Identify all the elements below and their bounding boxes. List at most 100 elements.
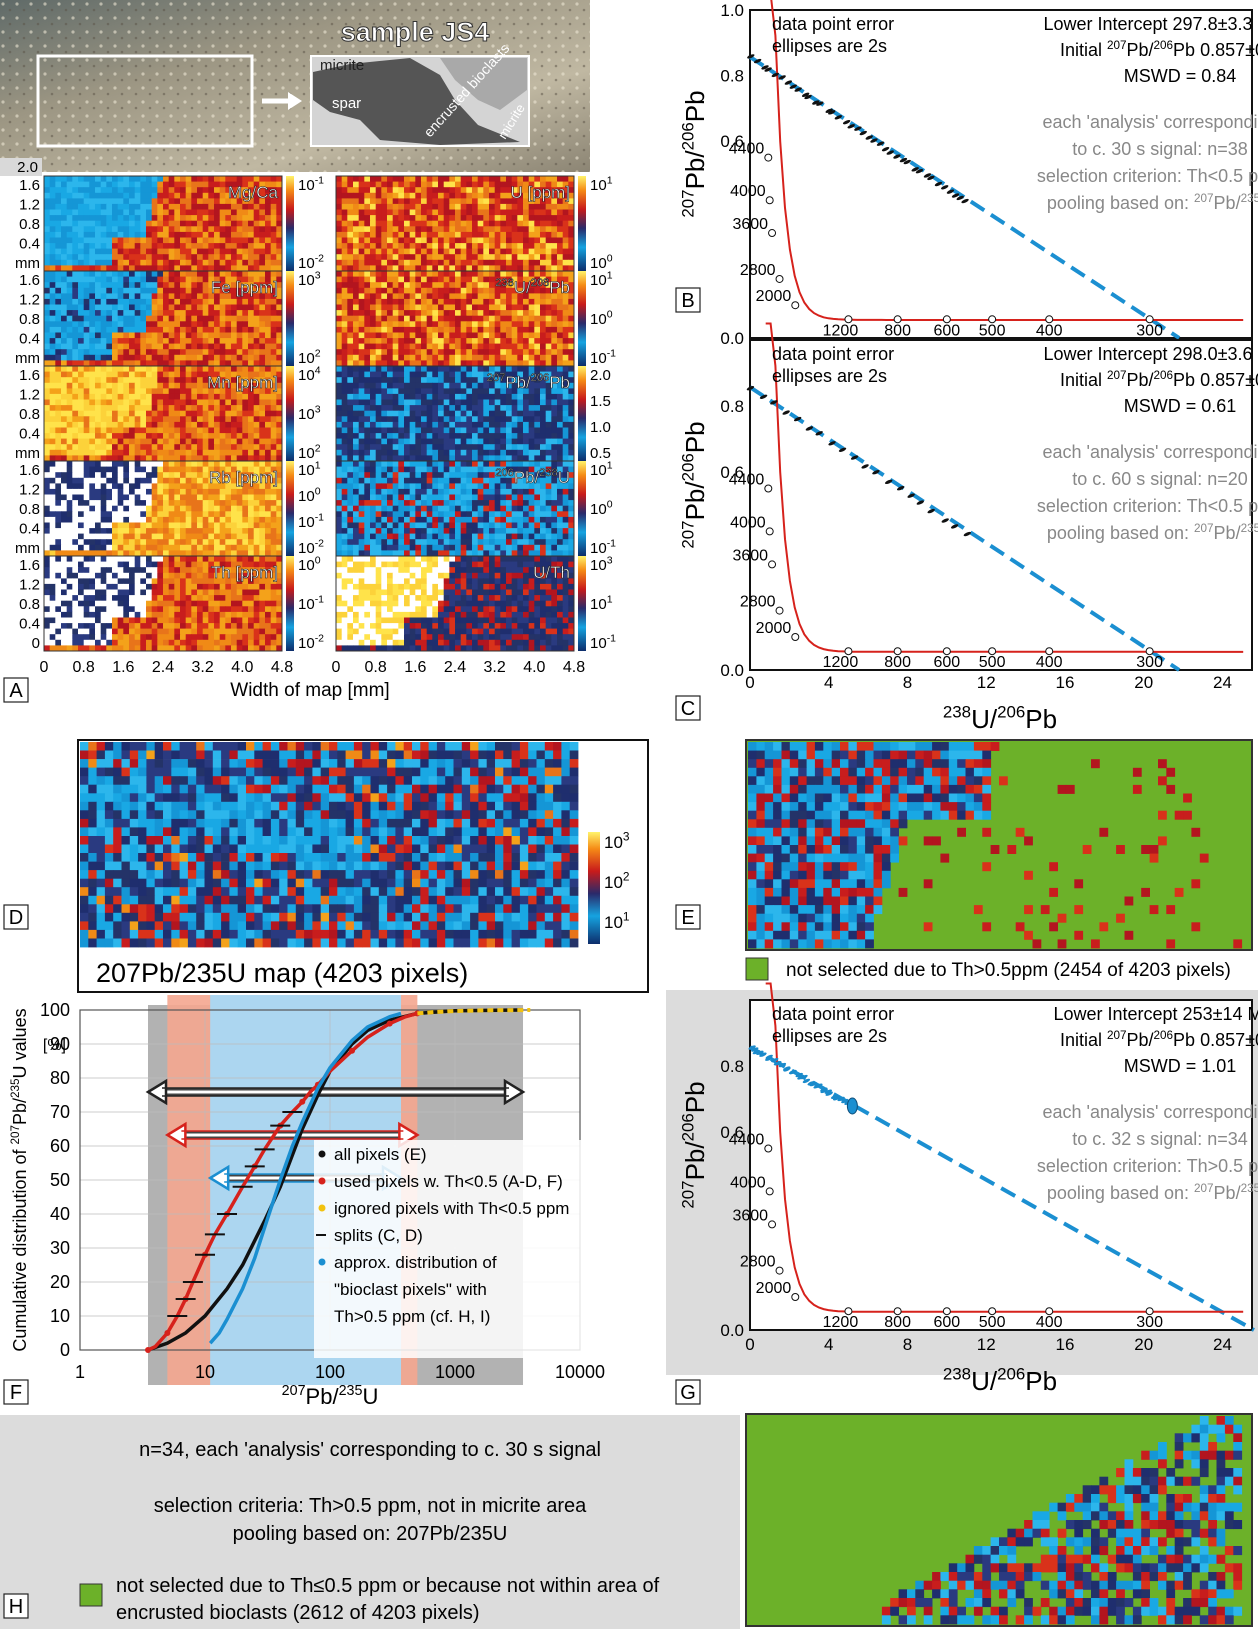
map-pixel <box>129 243 136 250</box>
map-pixel <box>523 259 530 266</box>
map-pixel <box>557 410 564 417</box>
map-pixel <box>100 321 107 328</box>
map-pixel <box>404 215 411 222</box>
map-pixel <box>353 388 360 395</box>
map-pixel <box>270 321 277 328</box>
map-pixel <box>225 488 232 495</box>
map-pixel <box>219 466 226 473</box>
map-pixel <box>236 399 243 406</box>
map-pixel <box>117 433 124 440</box>
map-pixel <box>398 388 405 395</box>
map-pixel <box>191 265 198 272</box>
map-pixel <box>219 438 226 445</box>
map-pixel <box>336 248 343 255</box>
map-pixel <box>55 243 62 250</box>
map-pixel <box>140 522 147 529</box>
map-pixel <box>545 198 552 205</box>
map-pixel <box>66 388 73 395</box>
map-pixel <box>174 310 181 317</box>
map-pixel <box>208 472 215 479</box>
map-pixel <box>540 287 547 294</box>
map-pixel <box>163 477 170 484</box>
map-pixel <box>100 248 107 255</box>
map-pixel <box>500 298 507 305</box>
map-pixel <box>265 293 272 300</box>
map-pixel <box>494 310 501 317</box>
map-pixel <box>174 421 181 428</box>
map-pixel <box>208 192 215 199</box>
map-pixel <box>534 198 541 205</box>
map-pixel <box>265 500 272 507</box>
map-pixel <box>500 433 507 440</box>
map-pixel <box>191 533 198 540</box>
map-pixel <box>443 388 450 395</box>
map-pixel <box>134 298 141 305</box>
map-pixel <box>449 371 456 378</box>
map-pixel <box>112 539 119 546</box>
map-pixel <box>253 528 260 535</box>
map-pixel <box>477 343 484 350</box>
map-pixel <box>134 433 141 440</box>
map-pixel <box>494 438 501 445</box>
map-pixel <box>347 287 354 294</box>
map-pixel <box>78 528 85 535</box>
map-pixel <box>358 265 365 272</box>
map-pixel <box>95 282 102 289</box>
map-pixel <box>140 366 147 372</box>
map-pixel <box>89 254 96 261</box>
map-pixel <box>248 533 255 540</box>
map-pixel <box>112 461 119 467</box>
map-pixel <box>341 215 348 222</box>
map-pixel <box>265 421 272 428</box>
map-pixel <box>270 354 277 361</box>
map-pixel <box>506 377 513 384</box>
map-pixel <box>500 405 507 412</box>
map-pixel <box>253 187 260 194</box>
map-pixel <box>140 282 147 289</box>
map-pixel <box>44 544 51 551</box>
map-pixel <box>375 259 382 266</box>
map-pixel <box>511 438 518 445</box>
map-pixel <box>146 209 153 216</box>
map-pixel <box>265 315 272 322</box>
map-pixel <box>460 209 467 216</box>
map-pixel <box>140 248 147 255</box>
map-pixel <box>381 371 388 378</box>
map-pixel <box>129 544 136 551</box>
map-pixel <box>151 192 158 199</box>
map-pixel <box>112 388 119 395</box>
map-pixel <box>523 349 530 356</box>
map-pixel <box>449 248 456 255</box>
map-pixel <box>409 343 416 350</box>
map-pixel <box>61 438 68 445</box>
map-pixel <box>336 198 343 205</box>
map-pixel <box>163 332 170 339</box>
map-pixel <box>364 237 371 244</box>
map-pixel <box>392 243 399 250</box>
map-pixel <box>409 243 416 250</box>
map-pixel <box>347 416 354 423</box>
map-pixel <box>89 533 96 540</box>
map-pixel <box>191 371 198 378</box>
map-pixel <box>61 271 68 277</box>
map-pixel <box>449 293 456 300</box>
map-pixel <box>562 354 569 361</box>
map-pixel <box>358 192 365 199</box>
map-pixel <box>551 416 558 423</box>
map-pixel <box>341 315 348 322</box>
map-pixel <box>95 477 102 484</box>
map-pixel <box>185 421 192 428</box>
map-pixel <box>95 466 102 473</box>
map-pixel <box>265 393 272 400</box>
map-pixel <box>72 410 79 417</box>
map-pixel <box>61 209 68 216</box>
map-pixel <box>197 388 204 395</box>
map-pixel <box>523 343 530 350</box>
map-pixel <box>72 466 79 473</box>
map-pixel <box>426 254 433 261</box>
map-pixel <box>381 455 388 462</box>
map-pixel <box>123 477 130 484</box>
map-pixel <box>398 304 405 311</box>
map-pixel <box>253 388 260 395</box>
map-pixel <box>489 181 496 188</box>
